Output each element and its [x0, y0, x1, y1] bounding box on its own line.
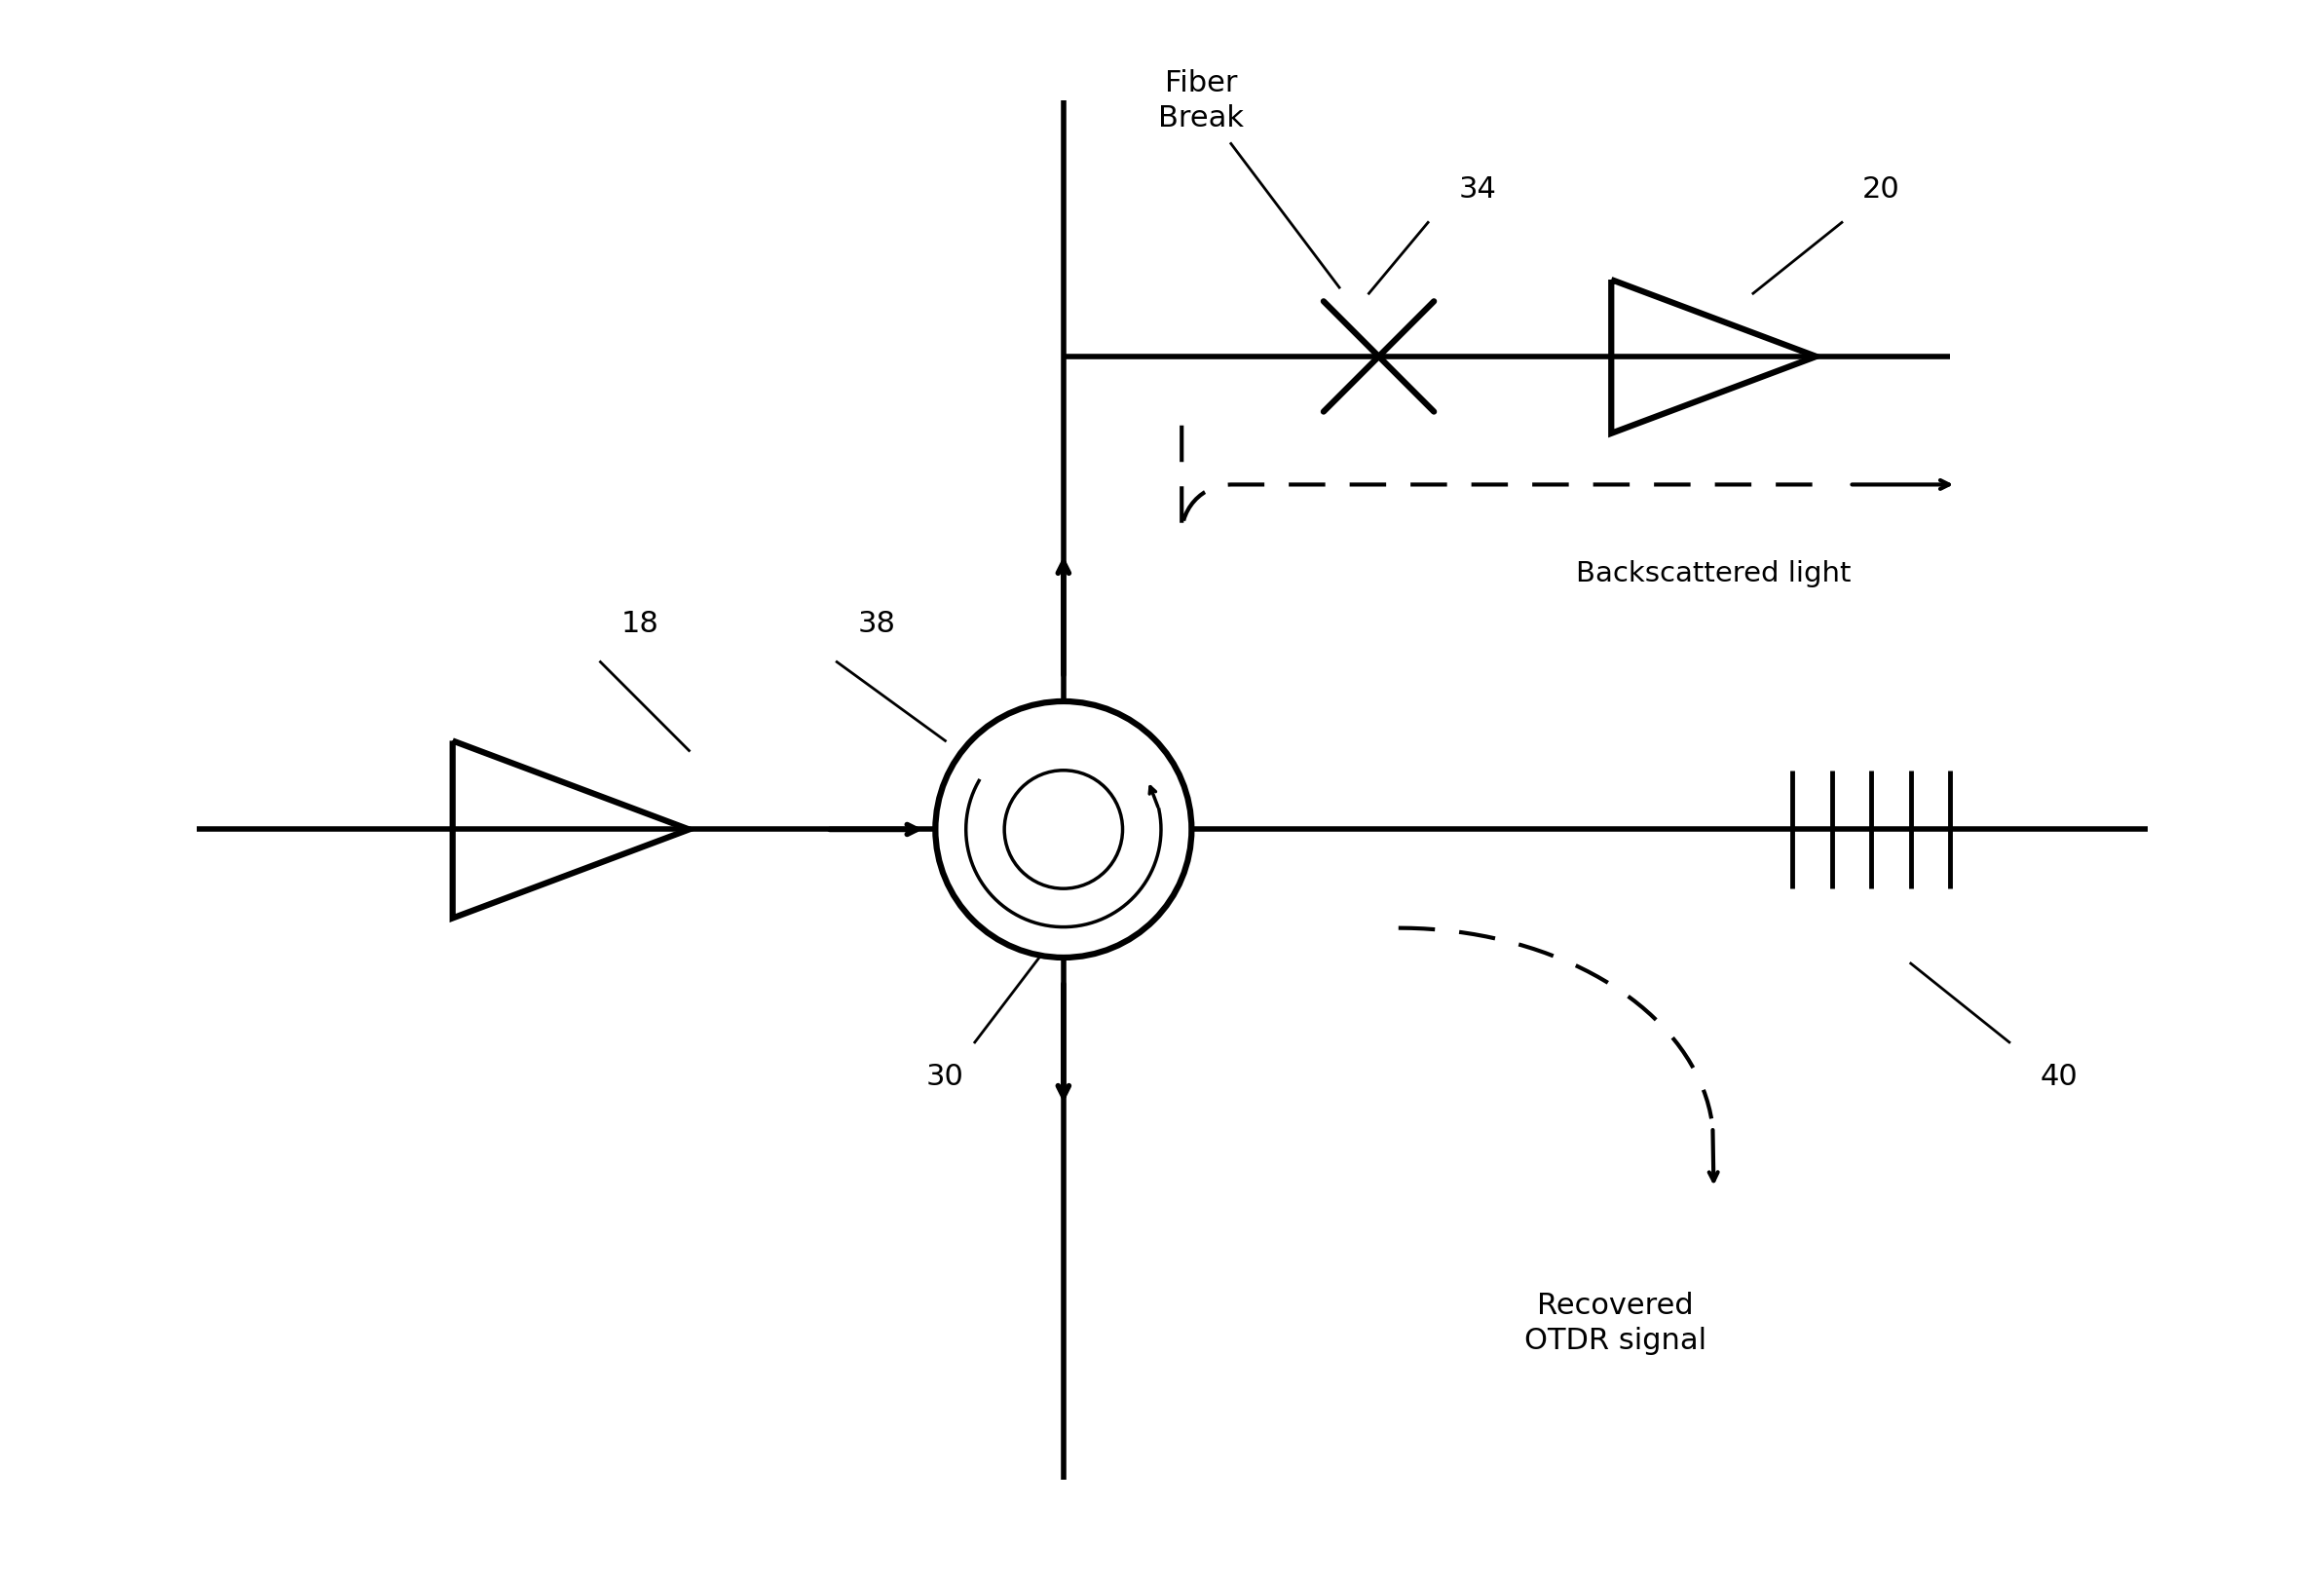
Text: 20: 20	[1862, 175, 1901, 204]
Text: Recovered
OTDR signal: Recovered OTDR signal	[1525, 1290, 1706, 1353]
Text: 18: 18	[621, 609, 658, 637]
Text: Fiber
Break: Fiber Break	[1160, 70, 1243, 133]
Text: 30: 30	[927, 1062, 964, 1091]
Text: 38: 38	[858, 609, 895, 637]
Circle shape	[934, 702, 1192, 958]
Circle shape	[1004, 772, 1122, 889]
Text: 34: 34	[1459, 175, 1497, 204]
Text: Backscattered light: Backscattered light	[1576, 560, 1852, 588]
Text: 40: 40	[2040, 1062, 2078, 1091]
